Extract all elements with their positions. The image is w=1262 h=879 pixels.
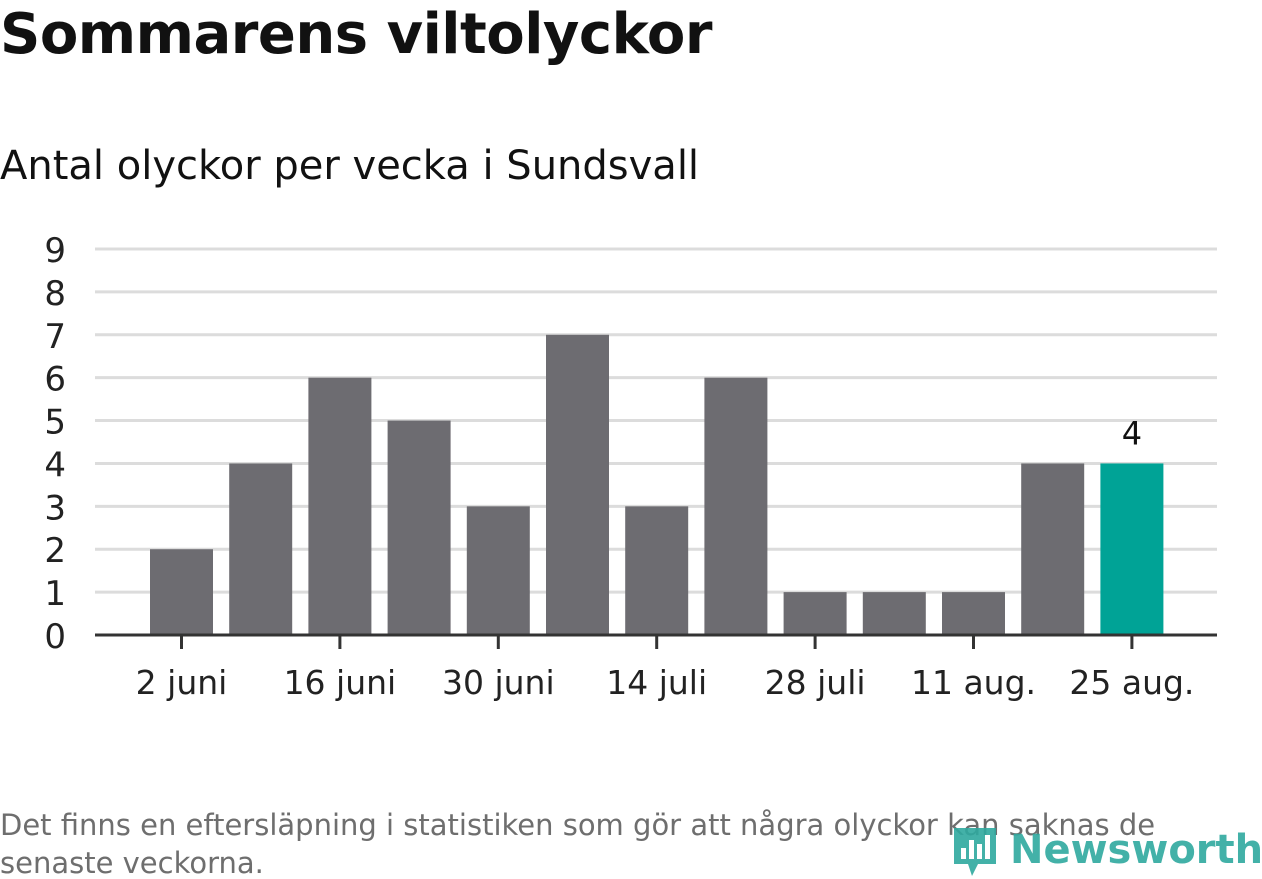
x-tick-label: 30 juni [442, 663, 555, 702]
y-tick-label: 2 [44, 531, 66, 571]
x-tick-label: 14 juli [606, 663, 707, 702]
y-tick-label: 0 [44, 617, 66, 657]
y-tick-label: 1 [44, 574, 66, 614]
y-tick-label: 5 [44, 403, 66, 443]
bar [942, 592, 1005, 635]
y-tick-label: 8 [44, 274, 66, 314]
x-axis-ticks [180, 635, 1134, 649]
bar [308, 377, 372, 635]
highlight-value-label: 4 [1122, 414, 1142, 452]
chart-subtitle: Antal olyckor per vecka i Sundsvall [0, 143, 700, 189]
x-tick-label: 25 aug. [1069, 663, 1194, 702]
bar [387, 420, 451, 635]
x-tick-label: 11 aug. [911, 663, 1036, 702]
y-tick-label: 3 [44, 488, 66, 528]
bars [150, 334, 1164, 635]
bar [704, 377, 768, 635]
bar [466, 506, 530, 635]
footnote: Det finns en eftersläpning i statistiken… [0, 808, 1156, 879]
x-tick-label: 2 juni [136, 663, 228, 702]
newsworthy-logo: Newsworthy [950, 820, 1262, 879]
chart-title: Sommarens viltolyckor [0, 2, 712, 67]
x-tick-label: 16 juni [284, 663, 397, 702]
bar-highlighted [1100, 463, 1164, 635]
x-axis-tick-labels: 2 juni 16 juni 30 juni 14 juli 28 juli 11 aug… [136, 663, 1195, 702]
bar [1021, 463, 1085, 635]
bar-chart-speech-bubble-icon [954, 828, 996, 876]
bar [546, 334, 609, 635]
bar [229, 463, 293, 635]
y-tick-label: 4 [44, 445, 66, 485]
y-tick-label: 7 [44, 317, 66, 357]
x-tick-label: 28 juli [765, 663, 866, 702]
y-tick-label: 9 [44, 231, 66, 271]
y-tick-label: 6 [44, 360, 66, 400]
logo-text: Newsworthy [1010, 827, 1262, 873]
bar [625, 506, 689, 635]
bar [862, 592, 926, 635]
bar [783, 592, 847, 635]
bar [150, 549, 213, 635]
